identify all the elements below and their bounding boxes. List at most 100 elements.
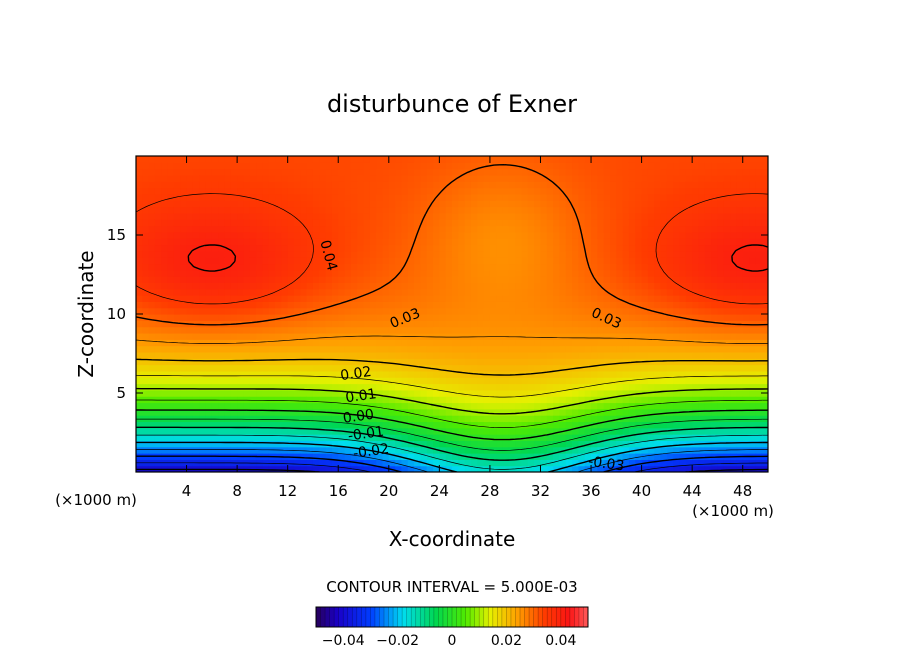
heat-cell xyxy=(521,181,529,189)
heat-cell xyxy=(502,282,510,290)
heat-cell xyxy=(319,320,327,328)
heat-cell xyxy=(452,421,459,429)
heat-cell xyxy=(268,295,276,302)
heat-cell xyxy=(736,440,744,448)
heat-cell xyxy=(211,225,219,233)
heat-cell xyxy=(660,225,668,233)
heat-cell xyxy=(761,212,768,220)
heat-cell xyxy=(730,307,737,315)
heat-cell xyxy=(610,415,617,423)
heat-cell xyxy=(723,326,731,334)
heat-cell xyxy=(641,326,649,334)
heat-cell xyxy=(755,231,763,239)
heat-cell xyxy=(294,174,301,182)
heat-cell xyxy=(565,389,573,397)
heat-cell xyxy=(363,263,371,271)
heat-cell xyxy=(489,402,497,410)
heat-cell xyxy=(306,301,314,309)
heat-cell xyxy=(654,415,662,423)
heat-cell xyxy=(445,351,453,359)
heat-cell xyxy=(180,377,188,385)
heat-cell xyxy=(502,351,510,359)
heat-cell xyxy=(578,244,586,252)
heat-cell xyxy=(641,301,649,309)
heat-cell xyxy=(572,269,579,277)
heat-cell xyxy=(692,383,700,391)
heat-cell xyxy=(616,263,624,271)
heat-cell xyxy=(376,187,384,195)
heat-cell xyxy=(420,193,428,201)
heat-cell xyxy=(730,332,737,340)
heat-cell xyxy=(331,326,339,334)
heat-cell xyxy=(502,402,510,410)
heat-cell xyxy=(173,193,181,201)
heat-cell xyxy=(388,301,396,309)
heat-cell xyxy=(628,193,636,201)
heat-cell xyxy=(489,193,497,201)
heat-cell xyxy=(294,383,301,391)
heat-cell xyxy=(148,364,156,372)
heat-cell xyxy=(300,162,308,170)
heat-cell xyxy=(433,238,440,246)
heat-cell xyxy=(470,181,478,189)
heat-cell xyxy=(433,408,440,416)
heat-cell xyxy=(641,269,649,277)
heat-cell xyxy=(704,370,712,378)
heat-cell xyxy=(205,263,213,271)
heat-cell xyxy=(508,206,516,214)
heat-cell xyxy=(584,174,592,182)
heat-cell xyxy=(666,301,674,309)
heat-cell xyxy=(426,370,434,378)
heat-cell xyxy=(508,314,516,321)
heat-cell xyxy=(192,434,200,441)
heat-cell xyxy=(414,396,421,404)
heat-cell xyxy=(363,219,371,227)
heat-cell xyxy=(401,358,409,366)
heat-cell xyxy=(294,465,301,472)
heat-cell xyxy=(167,219,175,227)
heat-cell xyxy=(369,282,377,290)
heat-cell xyxy=(572,250,579,258)
heat-cell xyxy=(591,421,598,429)
heat-cell xyxy=(534,181,542,189)
heat-cell xyxy=(559,168,567,176)
heat-cell xyxy=(470,206,478,214)
heat-cell xyxy=(540,389,548,397)
heat-cell xyxy=(249,396,257,404)
heat-cell xyxy=(281,434,289,441)
heat-cell xyxy=(281,276,289,283)
heat-cell xyxy=(369,244,377,252)
heat-cell xyxy=(167,269,175,277)
heat-cell xyxy=(654,370,662,378)
heat-cell xyxy=(192,162,200,170)
heat-cell xyxy=(641,200,649,208)
heat-cell xyxy=(477,314,485,321)
heat-cell xyxy=(723,459,731,467)
heat-cell xyxy=(685,168,693,176)
heat-cell xyxy=(287,339,295,347)
heat-cell xyxy=(723,250,731,258)
heat-cell xyxy=(382,282,390,290)
heat-cell xyxy=(401,200,409,208)
heat-cell xyxy=(685,434,693,441)
heat-cell xyxy=(470,187,478,195)
heat-cell xyxy=(306,332,314,340)
heat-cell xyxy=(584,415,592,423)
heat-cell xyxy=(496,383,504,391)
heat-cell xyxy=(647,396,655,404)
heat-cell xyxy=(154,295,162,302)
heat-cell xyxy=(502,168,510,176)
heat-cell xyxy=(704,250,712,258)
heat-cell xyxy=(205,427,213,435)
heat-cell xyxy=(218,244,226,252)
heat-cell xyxy=(230,193,238,201)
heat-cell xyxy=(723,383,731,391)
heat-cell xyxy=(616,339,624,347)
heat-cell xyxy=(597,314,605,321)
heat-cell xyxy=(148,162,156,170)
heat-cell xyxy=(597,276,605,283)
heat-cell xyxy=(407,187,415,195)
heat-cell xyxy=(306,320,314,328)
heat-cell xyxy=(192,358,200,366)
heat-cell xyxy=(458,459,466,467)
